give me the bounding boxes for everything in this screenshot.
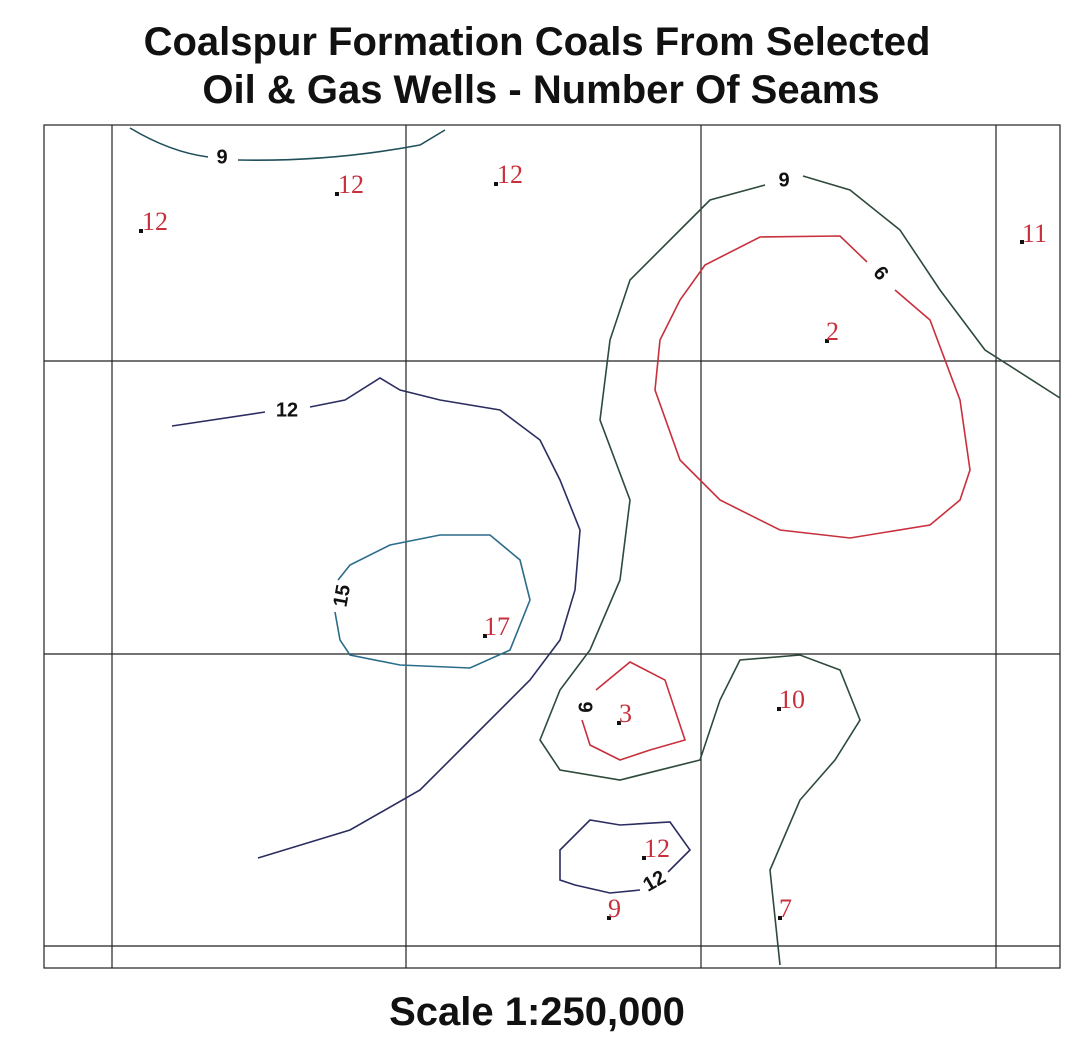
well-marker (494, 182, 498, 186)
contour-label: 9 (778, 169, 789, 191)
well-label: 7 (779, 894, 792, 923)
well-label: 3 (619, 699, 632, 728)
well-label: 17 (484, 612, 510, 641)
well-marker (1020, 240, 1024, 244)
contour-label: 6 (575, 701, 597, 712)
well-marker (825, 339, 829, 343)
title-line: Oil & Gas Wells - Number Of Seams (202, 68, 879, 112)
well-label: 12 (497, 160, 523, 189)
well-marker (777, 707, 781, 711)
scale-label: Scale 1:250,000 (389, 990, 685, 1034)
well-label: 9 (608, 894, 621, 923)
contour-label: 9 (216, 146, 227, 168)
contour-label: 6 (869, 262, 893, 285)
well-marker (139, 229, 143, 233)
well-label: 2 (826, 317, 839, 346)
well-marker (642, 856, 646, 860)
well-label: 11 (1022, 219, 1047, 248)
contour-label: 15 (330, 583, 356, 609)
well-label: 10 (779, 685, 805, 714)
contour-label: 12 (640, 866, 670, 896)
contour-labels: 9 9 6 12 15 6 12 (216, 146, 892, 896)
wells: 12 12 12 11 2 17 3 10 12 9 7 (139, 160, 1047, 923)
title-line: Coalspur Formation Coals From Selected (144, 20, 931, 64)
grid (43, 124, 1061, 969)
well-label: 12 (644, 834, 670, 863)
well-label: 12 (338, 170, 364, 199)
contour-label: 12 (276, 399, 298, 421)
well-marker (335, 192, 339, 196)
well-marker (617, 721, 621, 725)
well-marker (607, 916, 611, 920)
contours (129, 127, 1061, 966)
well-marker (483, 634, 487, 638)
well-marker (778, 916, 782, 920)
well-label: 12 (142, 207, 168, 236)
